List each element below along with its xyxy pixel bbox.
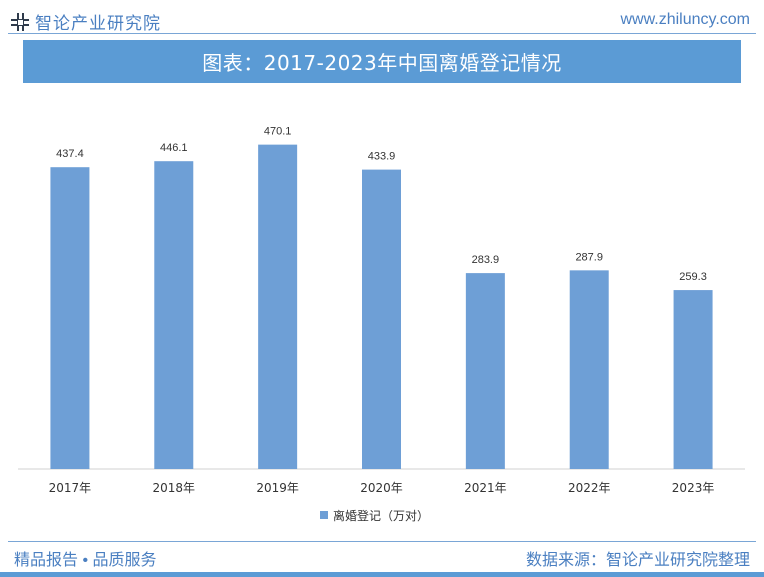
x-tick-label: 2020年 — [360, 481, 403, 495]
x-tick-label: 2023年 — [672, 481, 715, 495]
bar-4[interactable] — [362, 169, 401, 469]
bar-7[interactable] — [673, 290, 713, 469]
brand[interactable]: 智论产业研究院 — [10, 9, 161, 34]
bar-2[interactable] — [154, 161, 194, 469]
footer-source: 数据来源：智论产业研究院整理 — [525, 552, 750, 569]
zhilun-logo-icon — [11, 12, 29, 31]
x-tick-label: 2019年 — [256, 481, 299, 495]
legend-swatch — [320, 511, 328, 519]
data-label: 283.9 — [472, 254, 500, 266]
header-divider — [8, 33, 756, 34]
chart-title-banner: 图表：2017-2023年中国离婚登记情况 — [23, 40, 741, 83]
bar-5[interactable] — [465, 273, 505, 469]
footer-divider — [8, 541, 756, 542]
chart-title: 图表：2017-2023年中国离婚登记情况 — [202, 51, 562, 75]
bar-6[interactable] — [569, 270, 609, 469]
data-label: 437.4 — [56, 148, 84, 160]
bar-chart: 437.4 2017年 446.1 2018年 470.1 2019年 433.9 2020年… — [18, 126, 745, 523]
footer-slogan: 精品报告 • 品质服务 — [14, 552, 157, 569]
bar-3[interactable] — [258, 144, 298, 470]
legend-label: 离婚登记（万对） — [333, 508, 429, 523]
x-tick-label: 2021年 — [464, 481, 507, 495]
data-label: 470.1 — [264, 126, 292, 138]
data-label: 433.9 — [368, 151, 396, 163]
x-tick-label: 2017年 — [49, 481, 92, 495]
x-tick-label: 2018年 — [153, 481, 196, 495]
site-url-link[interactable]: www.zhiluncy.com — [620, 11, 750, 28]
header-bar: 智论产业研究院 www.zhiluncy.com — [0, 0, 764, 40]
footer-accent-bar — [0, 572, 764, 577]
x-tick-label: 2022年 — [568, 481, 611, 495]
brand-name: 智论产业研究院 — [35, 14, 161, 33]
legend: 离婚登记（万对） — [320, 508, 429, 523]
data-label: 287.9 — [575, 251, 603, 263]
bar-1[interactable] — [50, 167, 90, 469]
data-label: 259.3 — [679, 271, 707, 283]
data-label: 446.1 — [160, 142, 188, 154]
